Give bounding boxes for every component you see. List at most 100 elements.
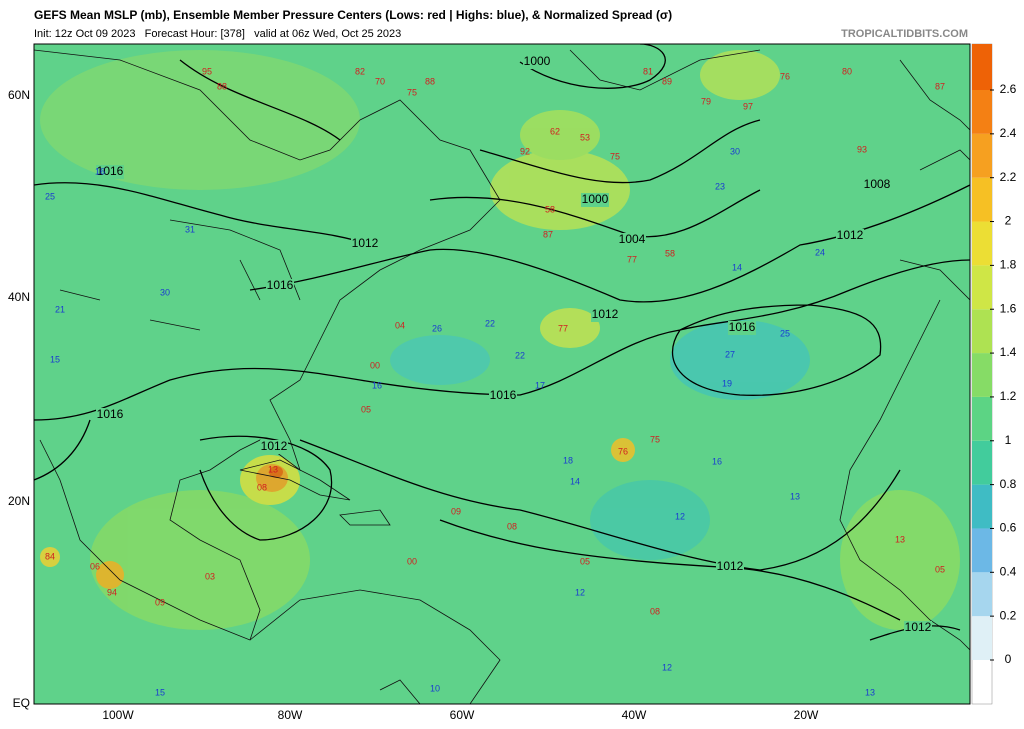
colorbar-segment (972, 396, 992, 441)
low-center: 05 (580, 556, 590, 566)
low-center: 05 (361, 404, 371, 414)
isobar-label-bg (351, 237, 379, 251)
high-center: 13 (790, 491, 800, 501)
isobar-label: 1012 (592, 307, 619, 321)
low-center: 04 (395, 320, 405, 330)
low-center: 03 (205, 571, 215, 581)
high-center: 25 (45, 191, 55, 201)
colorbar-label: 0.2 (1000, 608, 1017, 622)
high-center: 24 (815, 247, 825, 257)
low-center: 75 (650, 434, 660, 444)
lat-label: 60N (8, 88, 30, 102)
lat-label: 20N (8, 494, 30, 508)
colorbar-label: 2 (1005, 214, 1012, 228)
high-center: 10 (430, 683, 440, 693)
low-center: 77 (627, 254, 637, 264)
isobar-label-bg (266, 279, 294, 293)
low-center: 87 (935, 81, 945, 91)
low-center: 75 (610, 151, 620, 161)
low-center: 08 (507, 521, 517, 531)
isobar-label: 1012 (352, 236, 379, 250)
colorbar-segment (972, 353, 992, 397)
lon-label: 60W (450, 708, 475, 722)
colorbar-label: 0 (1005, 652, 1012, 666)
high-center: 21 (55, 304, 65, 314)
low-center: 05 (935, 564, 945, 574)
isobar-label: 1016 (490, 388, 517, 402)
colorbar-label: 0.6 (1000, 521, 1017, 535)
isobar-label-bg (836, 229, 864, 243)
isobar-label-bg (260, 440, 288, 454)
low-center: 79 (701, 96, 711, 106)
high-center: 30 (160, 287, 170, 297)
lon-label: 100W (102, 708, 134, 722)
high-center: 25 (780, 328, 790, 338)
high-center: 31 (185, 224, 195, 234)
low-center: 00 (407, 556, 417, 566)
low-center: 06 (90, 561, 100, 571)
isobar-label: 1012 (717, 559, 744, 573)
low-center: 82 (355, 66, 365, 76)
high-center: 14 (570, 476, 580, 486)
low-center: 93 (857, 144, 867, 154)
low-center: 58 (665, 248, 675, 258)
isobar-label: 1016 (729, 320, 756, 334)
isobar-label-bg (863, 178, 891, 192)
high-center: 13 (865, 687, 875, 697)
colorbar-segment (972, 221, 992, 266)
colorbar-segment (972, 90, 992, 134)
isobar-label-bg (591, 308, 619, 322)
isobar-label: 1008 (864, 177, 891, 191)
colorbar-segment (972, 44, 992, 90)
low-center: 77 (558, 323, 568, 333)
high-center: 30 (730, 146, 740, 156)
source: TROPICALTIDBITS.COM (841, 28, 968, 40)
colorbar-label: 1.4 (1000, 345, 1017, 359)
colorbar-label: 1.6 (1000, 301, 1017, 315)
colorbar-segment (972, 265, 992, 310)
high-center: 12 (675, 511, 685, 521)
low-center: 53 (580, 132, 590, 142)
map-frame (33, 43, 971, 705)
low-center: 97 (743, 101, 753, 111)
colorbar-label: 1 (1005, 433, 1012, 447)
low-center: 76 (618, 446, 628, 456)
low-center: 13 (895, 534, 905, 544)
high-center: 18 (563, 455, 573, 465)
low-center: 76 (780, 71, 790, 81)
low-center: 62 (550, 126, 560, 136)
high-center: 19 (722, 378, 732, 388)
lat-label: EQ (13, 696, 30, 710)
high-center: 16 (372, 380, 382, 390)
isobar-label: 1012 (261, 439, 288, 453)
lon-label: 80W (278, 708, 303, 722)
low-center: 94 (107, 587, 117, 597)
isobar-label: 1016 (267, 278, 294, 292)
colorbar-label: 1.2 (1000, 389, 1017, 403)
colorbar-label: 1.8 (1000, 258, 1017, 272)
high-center: 23 (715, 181, 725, 191)
high-center: 22 (485, 318, 495, 328)
isobar-label-bg (618, 233, 646, 247)
low-center: 88 (425, 76, 435, 86)
low-center: 09 (155, 597, 165, 607)
colorbar-label: 0.8 (1000, 477, 1017, 491)
isobar-label: 1004 (619, 232, 646, 246)
low-center: 58 (545, 204, 555, 214)
isobar-label: 1000 (524, 54, 551, 68)
high-center: 26 (432, 323, 442, 333)
map-labels: 1000101610001004101210121008101610121016… (45, 54, 945, 697)
low-center: 95 (202, 66, 212, 76)
colorbar-label: 2.4 (1000, 126, 1017, 140)
high-center: 16 (712, 456, 722, 466)
isobar-label: 1012 (837, 228, 864, 242)
low-center: 09 (451, 506, 461, 516)
isobar-label-bg (904, 621, 932, 635)
colorbar-segment (972, 133, 992, 178)
low-center: 88 (217, 81, 227, 91)
isobar-label: 1000 (582, 192, 609, 206)
colorbar-segment (972, 440, 992, 485)
low-center: 92 (520, 146, 530, 156)
isobar-label-bg (728, 321, 756, 335)
